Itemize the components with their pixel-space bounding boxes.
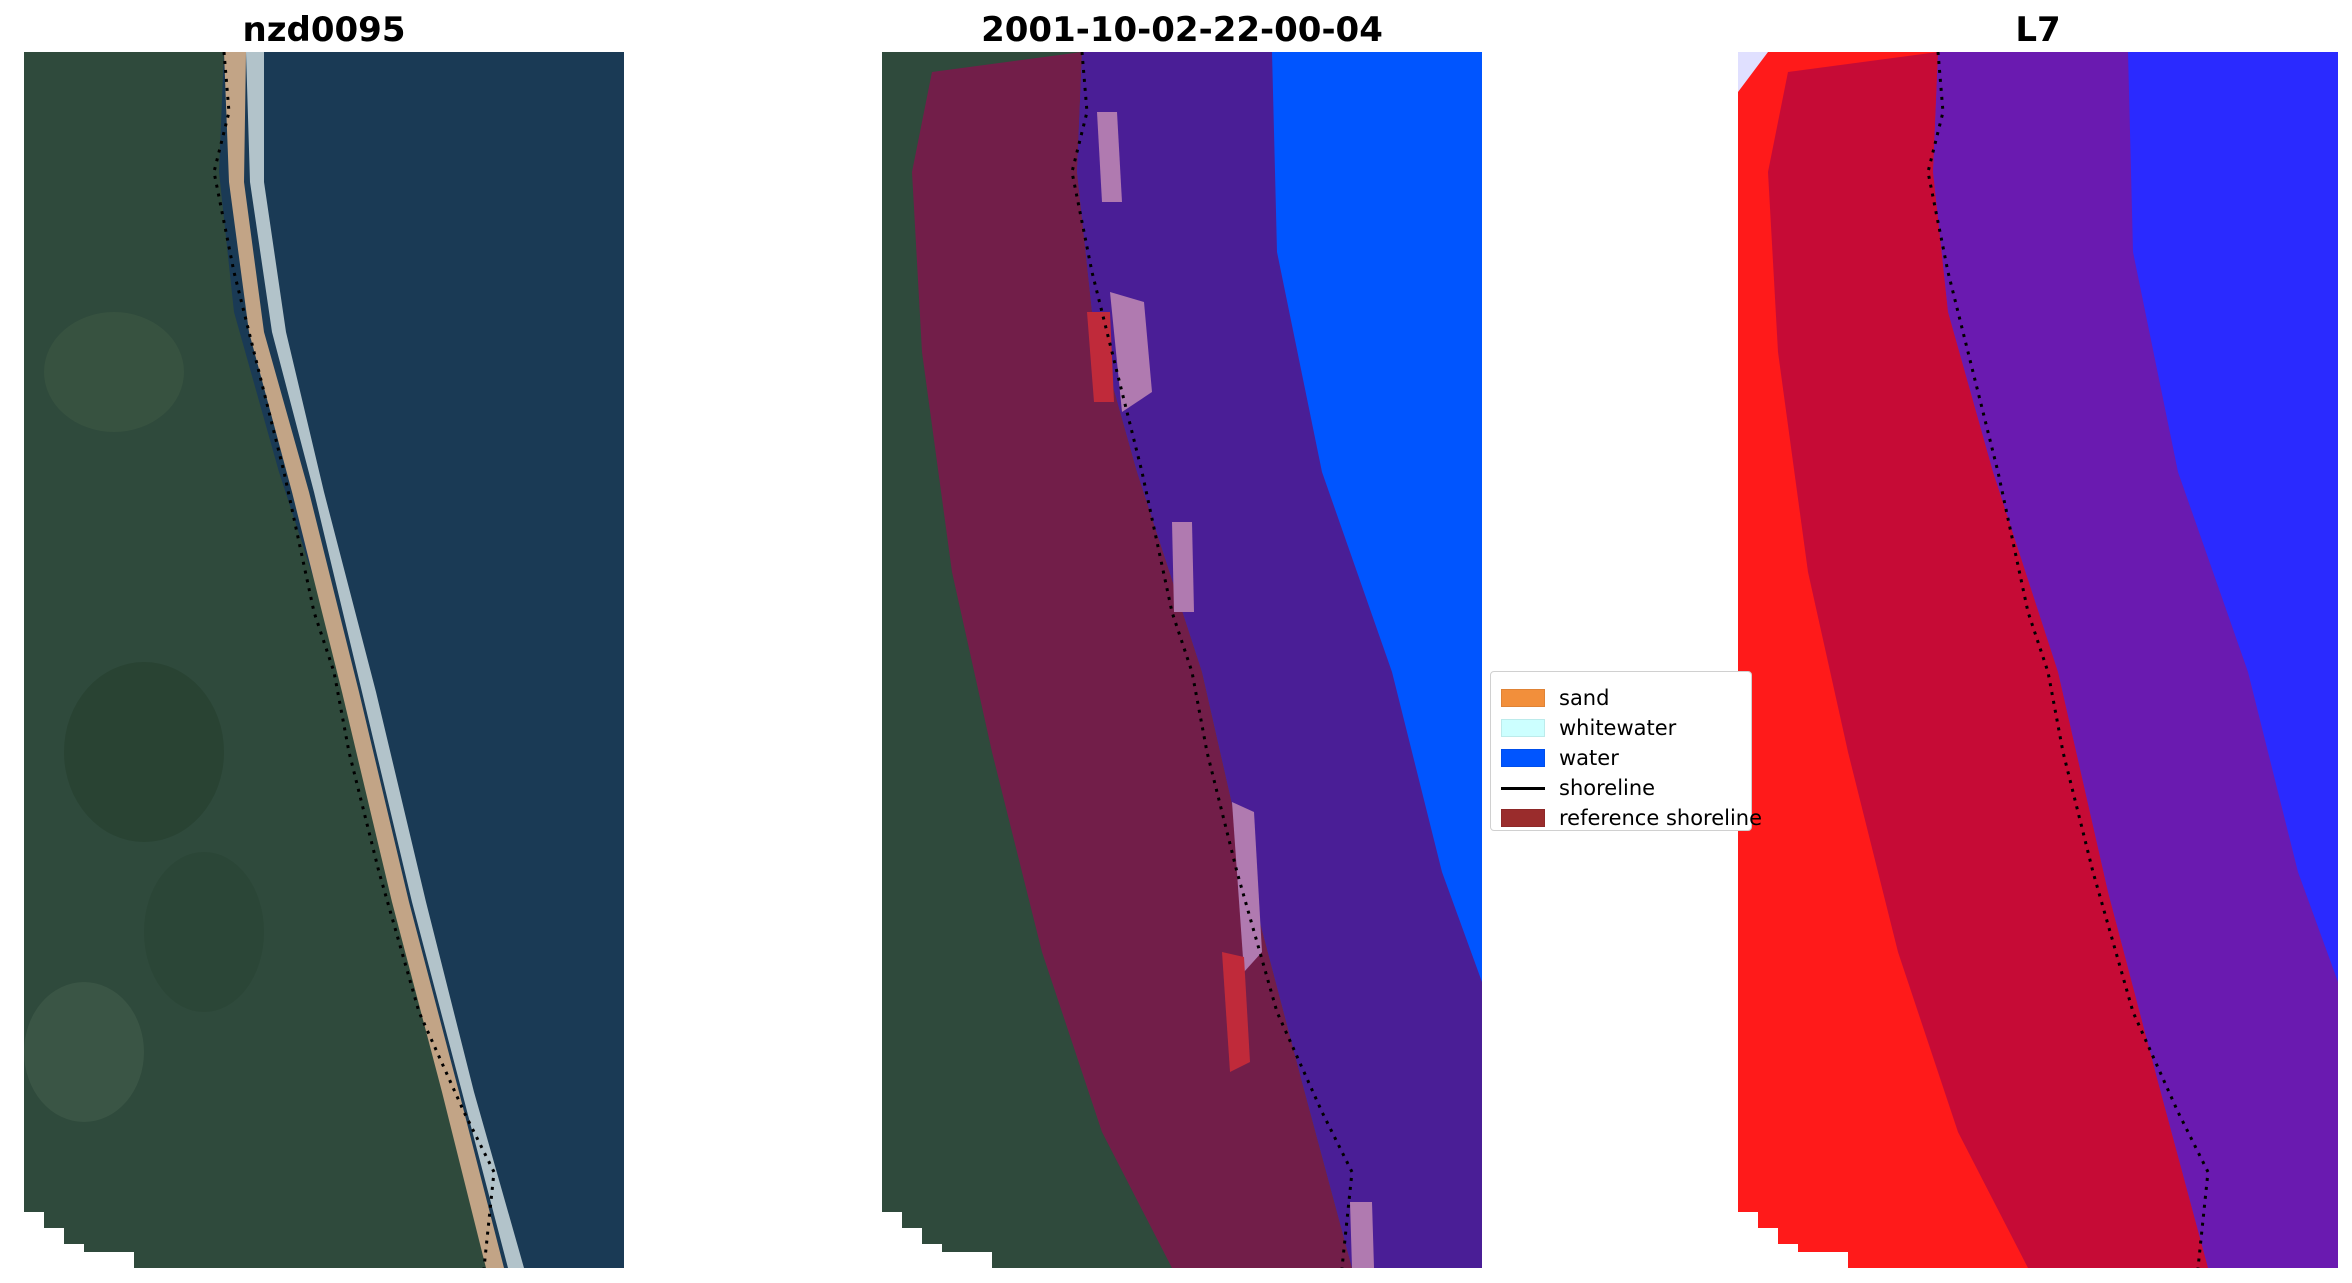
legend: sand whitewater water shoreline referenc…	[1490, 671, 1762, 831]
legend-item-whitewater: whitewater	[1501, 714, 1676, 742]
legend-swatch-whitewater	[1501, 719, 1545, 737]
legend-label-water: water	[1559, 746, 1619, 770]
index-image	[1738, 52, 2338, 1268]
legend-swatch-water	[1501, 749, 1545, 767]
classification-image	[882, 52, 1482, 1268]
legend-label-shoreline: shoreline	[1559, 776, 1656, 800]
legend-item-water: water	[1501, 744, 1619, 772]
panel-title-index: L7	[2015, 10, 2061, 50]
legend-swatch-reference-shoreline	[1501, 809, 1545, 827]
legend-item-shoreline: shoreline	[1501, 774, 1655, 802]
legend-swatch-sand	[1501, 689, 1545, 707]
legend-label-whitewater: whitewater	[1559, 716, 1677, 740]
legend-item-sand: sand	[1501, 684, 1609, 712]
panel-title-classification: 2001-10-02-22-00-04	[981, 10, 1383, 50]
rgb-satellite-image	[24, 52, 624, 1268]
legend-label-reference-shoreline: reference shoreline	[1559, 806, 1763, 830]
panel-title-rgb: nzd0095	[242, 10, 406, 50]
legend-item-reference-shoreline: reference shoreline	[1501, 804, 1762, 832]
legend-label-sand: sand	[1559, 686, 1610, 710]
legend-line-shoreline	[1501, 786, 1545, 790]
